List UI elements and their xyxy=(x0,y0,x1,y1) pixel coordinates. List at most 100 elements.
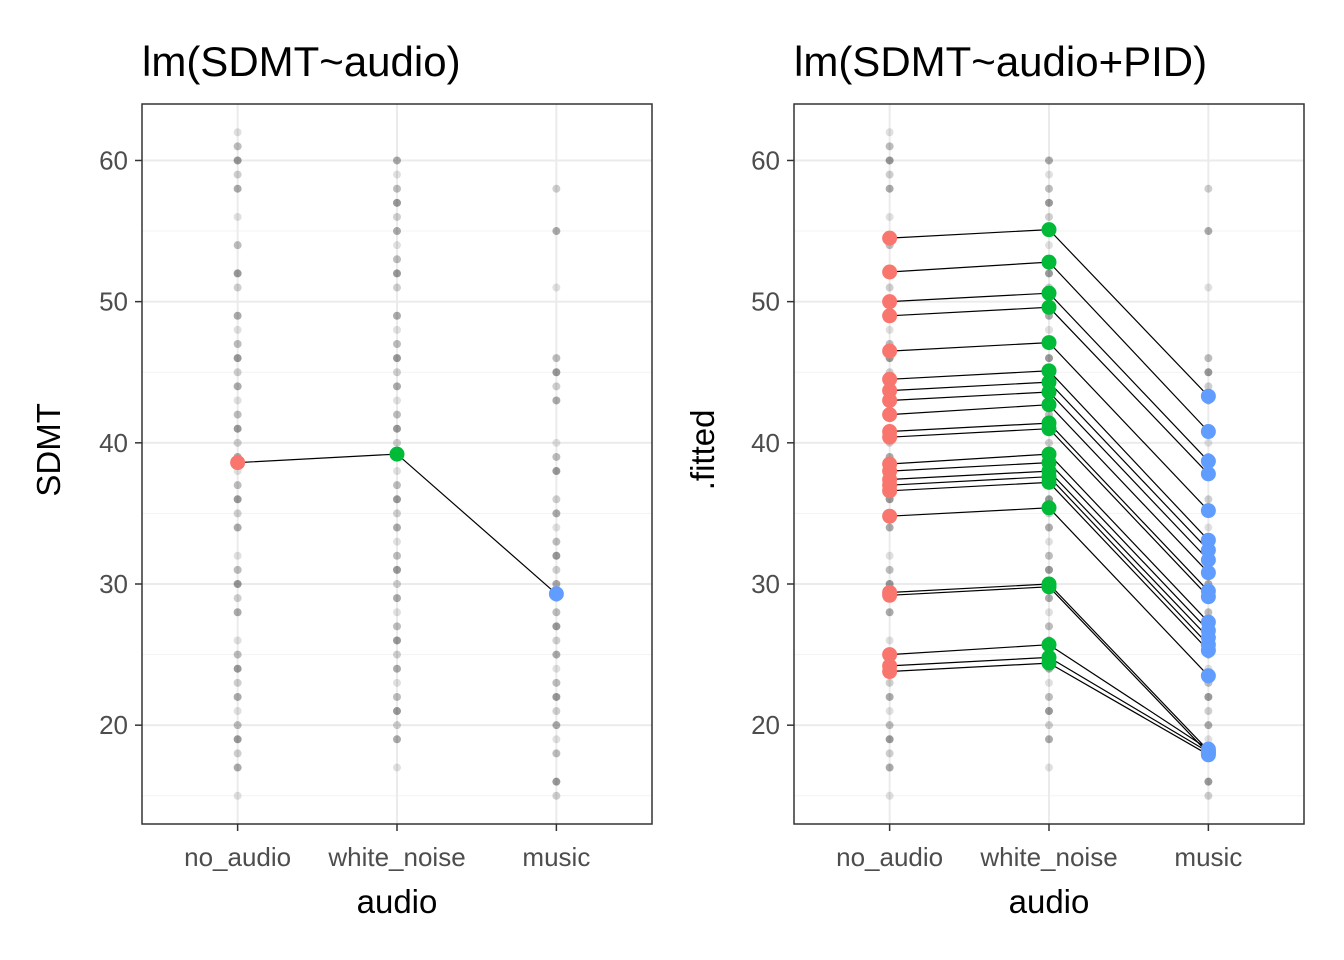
y-axis-title: SDMT xyxy=(30,403,67,497)
raw-point xyxy=(1045,438,1053,447)
raw-point xyxy=(393,354,401,363)
raw-point xyxy=(393,396,401,405)
raw-point xyxy=(885,283,894,292)
x-tick-label: music xyxy=(522,842,590,872)
raw-point xyxy=(552,749,561,758)
fitted-point-music xyxy=(1200,388,1216,404)
raw-point xyxy=(552,636,561,645)
raw-point xyxy=(552,622,561,631)
raw-point xyxy=(393,382,401,391)
raw-point xyxy=(393,467,401,476)
raw-point xyxy=(552,467,561,476)
raw-point xyxy=(233,650,242,659)
x-axis: no_audio white_noise music xyxy=(836,824,1242,872)
fitted-point-music xyxy=(1200,642,1216,658)
raw-point xyxy=(885,551,894,560)
raw-point xyxy=(233,664,242,673)
raw-point xyxy=(233,396,242,405)
raw-point xyxy=(1045,537,1053,546)
raw-point xyxy=(885,791,894,800)
raw-point xyxy=(885,128,894,137)
fitted-point-music xyxy=(1200,565,1216,581)
fitted-point-no_audio xyxy=(882,230,898,246)
raw-point xyxy=(233,791,242,800)
grid xyxy=(142,104,652,824)
raw-point xyxy=(393,340,401,348)
raw-point xyxy=(233,241,242,250)
raw-point xyxy=(393,424,401,433)
raw-point xyxy=(393,198,401,207)
raw-point xyxy=(1204,382,1213,391)
raw-point xyxy=(552,777,561,786)
raw-point xyxy=(393,269,401,278)
fitted-point-no_audio xyxy=(882,343,898,359)
raw-point xyxy=(1045,170,1053,179)
raw-point xyxy=(1045,692,1053,701)
y-tick-label: 50 xyxy=(751,287,780,317)
fitted-point-white_noise xyxy=(1041,384,1057,400)
raw-point xyxy=(1045,325,1053,334)
raw-point xyxy=(233,707,242,716)
raw-point xyxy=(393,537,401,546)
raw-point xyxy=(1204,227,1213,236)
fitted-point-music xyxy=(1200,466,1216,482)
fitted-point-white_noise xyxy=(1041,655,1057,671)
fitted-point-no_audio xyxy=(882,294,898,310)
raw-point xyxy=(233,636,242,645)
raw-point xyxy=(393,184,401,193)
raw-point xyxy=(552,354,561,363)
raw-point xyxy=(885,735,894,744)
raw-point xyxy=(885,156,894,165)
raw-point xyxy=(552,452,561,461)
y-axis-title: .fitted xyxy=(684,410,721,491)
raw-point xyxy=(393,212,401,221)
raw-point xyxy=(233,763,242,772)
fitted-point-no_audio xyxy=(882,308,898,324)
raw-point xyxy=(1204,495,1213,504)
raw-point xyxy=(233,184,242,193)
fitted-point-music xyxy=(1200,747,1216,763)
raw-point xyxy=(552,551,561,560)
fitted-point-music xyxy=(1200,668,1216,684)
raw-point xyxy=(885,763,894,772)
raw-point xyxy=(885,523,894,532)
raw-point xyxy=(233,311,242,320)
raw-point xyxy=(233,509,242,518)
raw-point xyxy=(552,678,561,687)
right-panel: 20 30 40 50 60 no_audio white_noise music audio.… xyxy=(684,38,1305,920)
raw-point xyxy=(393,763,401,772)
raw-point xyxy=(552,721,561,730)
y-tick-label: 30 xyxy=(751,569,780,599)
raw-point xyxy=(233,580,242,588)
raw-point xyxy=(1045,184,1053,193)
raw-point xyxy=(1045,269,1053,278)
y-tick-label: 60 xyxy=(751,145,780,175)
fitted-point-white_noise xyxy=(1041,299,1057,315)
raw-point xyxy=(393,410,401,419)
raw-point xyxy=(233,156,242,165)
raw-point xyxy=(233,212,242,221)
raw-point xyxy=(885,692,894,701)
raw-point xyxy=(393,311,401,320)
raw-point xyxy=(393,481,401,490)
fitted-point-white_noise xyxy=(1041,254,1057,270)
y-tick-label: 30 xyxy=(99,569,128,599)
raw-point xyxy=(1204,438,1213,447)
raw-point xyxy=(393,735,401,744)
raw-point xyxy=(1045,523,1053,532)
fitted-point-no_audio xyxy=(882,647,898,663)
raw-point xyxy=(552,580,561,588)
raw-point xyxy=(1045,721,1053,730)
raw-point xyxy=(885,142,894,151)
fitted-point-no_audio xyxy=(882,664,898,680)
raw-point xyxy=(1204,523,1213,532)
fitted-point-music xyxy=(548,586,564,602)
fitted-point-no_audio xyxy=(882,483,898,499)
raw-point xyxy=(393,608,401,617)
raw-point xyxy=(552,791,561,800)
raw-point xyxy=(233,565,242,574)
y-tick-label: 50 xyxy=(99,287,128,317)
raw-point xyxy=(552,382,561,391)
raw-point xyxy=(393,707,401,716)
raw-point xyxy=(233,269,242,278)
